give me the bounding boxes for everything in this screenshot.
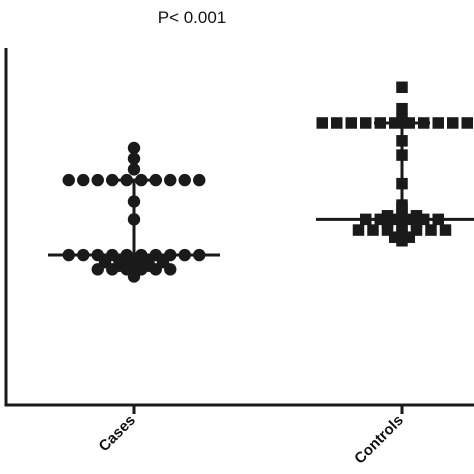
- data-point-controls: [381, 224, 394, 236]
- p-value-annotation: P< 0.001: [157, 8, 227, 27]
- data-point-controls: [331, 117, 343, 129]
- data-point-controls: [410, 217, 423, 229]
- data-point-cases: [164, 248, 177, 262]
- data-point-controls: [396, 199, 408, 211]
- data-point-cases: [77, 248, 90, 262]
- data-point-cases: [120, 173, 133, 187]
- data-point-controls: [403, 117, 415, 129]
- data-point-cases: [127, 141, 141, 155]
- data-point-controls: [396, 217, 408, 229]
- axes: [4, 48, 474, 414]
- data-point-cases: [62, 173, 75, 187]
- data-point-cases: [178, 173, 191, 187]
- data-point-cases: [135, 248, 148, 262]
- data-point-controls: [396, 235, 408, 247]
- data-point-cases: [106, 248, 119, 262]
- data-marks: [48, 81, 474, 283]
- data-point-controls: [410, 210, 423, 222]
- data-point-controls: [396, 210, 408, 222]
- data-point-controls: [389, 117, 401, 129]
- data-point-cases: [193, 173, 206, 187]
- data-point-controls: [360, 117, 372, 129]
- data-point-cases: [91, 248, 104, 262]
- data-point-controls: [396, 113, 408, 126]
- data-point-controls: [418, 117, 430, 129]
- x-tick-label-controls: Controls: [351, 412, 407, 468]
- data-point-controls: [396, 102, 408, 115]
- data-point-controls: [396, 149, 408, 161]
- data-point-controls: [396, 224, 408, 236]
- data-point-controls: [439, 224, 452, 236]
- data-point-controls: [389, 231, 401, 243]
- data-point-controls: [396, 81, 408, 94]
- data-point-controls: [461, 117, 473, 129]
- data-point-cases: [127, 152, 141, 165]
- data-point-cases: [127, 213, 141, 226]
- data-point-controls: [345, 117, 357, 129]
- data-point-cases: [164, 173, 177, 187]
- data-point-controls: [352, 224, 365, 236]
- data-point-controls: [381, 217, 394, 229]
- data-point-controls: [396, 177, 408, 190]
- data-point-cases: [120, 248, 133, 262]
- data-point-cases: [127, 195, 141, 208]
- data-point-controls: [374, 213, 386, 226]
- data-point-cases: [91, 173, 104, 187]
- data-point-controls: [418, 213, 430, 226]
- data-point-controls: [425, 224, 437, 236]
- data-point-cases: [178, 248, 191, 262]
- data-point-cases: [106, 173, 119, 187]
- data-point-cases: [77, 173, 90, 187]
- data-point-controls: [432, 213, 444, 226]
- data-point-controls: [374, 117, 386, 129]
- data-point-cases: [193, 248, 206, 262]
- data-point-controls: [403, 231, 415, 243]
- data-point-cases: [135, 173, 148, 187]
- category-tick-labels: Cases Controls: [96, 412, 407, 468]
- data-point-controls: [432, 117, 444, 129]
- data-point-cases: [149, 248, 162, 262]
- x-tick-label-cases: Cases: [96, 412, 139, 455]
- data-point-controls: [367, 224, 379, 236]
- data-point-controls: [396, 135, 408, 147]
- data-point-controls: [316, 117, 328, 129]
- data-point-cases: [149, 173, 162, 187]
- data-point-controls: [410, 224, 423, 236]
- data-point-controls: [403, 213, 415, 226]
- data-point-controls: [381, 210, 394, 222]
- data-point-cases: [62, 248, 75, 262]
- data-point-cases: [127, 163, 141, 176]
- data-point-controls: [447, 117, 459, 129]
- data-point-controls: [360, 213, 372, 226]
- data-point-controls: [389, 213, 401, 226]
